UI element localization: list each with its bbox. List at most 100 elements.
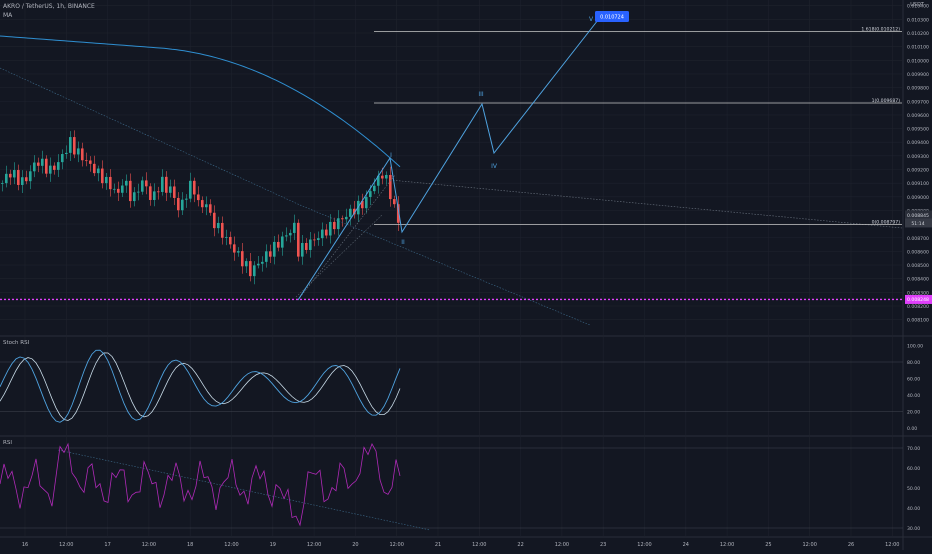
price-pane[interactable]: 1.618(0.010212)1(0.009687)0(0.008797) II… [0, 11, 903, 326]
time-tick-label: 25 [765, 542, 771, 548]
target-price-value: 0.010724 [600, 15, 624, 21]
candle-body [221, 222, 224, 238]
candle-body [109, 176, 112, 190]
candle-body [389, 174, 392, 200]
current-price-tag-text: 0.008845 [907, 213, 929, 219]
time-tick-label: 26 [848, 542, 854, 548]
stoch-tick-label: 80.00 [907, 360, 920, 366]
stoch-rsi-pane[interactable] [0, 349, 903, 423]
rsi-line [0, 442, 401, 527]
price-tick-label: 0.010200 [907, 31, 929, 37]
descending-trendline [299, 204, 591, 326]
fib-extension: 1.618(0.010212) 1(0.009687) 0(0.008797) [374, 26, 902, 226]
candle-body [189, 180, 192, 199]
wave-label-I: I [390, 152, 392, 159]
candlesticks [1, 130, 400, 285]
candle-body [177, 197, 180, 211]
candle-body [69, 137, 72, 153]
candle-body [5, 173, 8, 184]
candle-body [185, 198, 188, 200]
candle-body [13, 170, 16, 178]
time-tick-label: 18 [187, 542, 193, 548]
candle-body [85, 160, 88, 162]
candle-body [113, 188, 116, 190]
candle-body [121, 185, 124, 193]
price-axis[interactable]: 0.010400 0.010300 0.010200 0.010100 0.010000… [905, 4, 932, 532]
candle-body [265, 251, 268, 262]
candle-body [165, 176, 168, 193]
target-price-tag [595, 11, 629, 22]
indicator-ma-label[interactable]: MA [3, 12, 13, 19]
time-tick-label: 12:00 [720, 542, 734, 548]
price-tick-label: 0.008600 [907, 249, 929, 255]
wave-label-III: III [478, 91, 484, 98]
rsi-title[interactable]: RSI [3, 440, 12, 446]
candle-body [57, 162, 60, 170]
support-price-tag-text: 0.008248 [907, 297, 929, 303]
candle-body [93, 163, 96, 174]
symbol-title[interactable]: AKRO / TetherUS, 1h, BINANCE [3, 3, 95, 10]
candle-body [397, 204, 400, 223]
candle-body [297, 222, 300, 257]
candle-body [377, 175, 380, 186]
price-tick-label: 0.010400 [907, 4, 929, 10]
current-price-tag [905, 210, 932, 220]
wave-label-II: II [401, 239, 405, 246]
descending-trendline [0, 67, 301, 206]
time-tick-label: 12:00 [637, 542, 651, 548]
candle-body [393, 199, 396, 205]
price-tick-label: 0.010000 [907, 58, 929, 64]
price-tick-label: 0.009400 [907, 140, 929, 146]
candle-body [45, 158, 48, 174]
candle-body [73, 137, 76, 155]
candle-body [173, 186, 176, 198]
time-tick-label: 12:00 [224, 542, 238, 548]
rsi-pane[interactable] [0, 442, 903, 531]
candle-body [289, 232, 292, 236]
candle-body [253, 265, 256, 277]
price-tick-label: 0.008200 [907, 304, 929, 310]
candle-body [337, 218, 340, 230]
candle-body [317, 238, 320, 241]
price-tick-label: 0.010300 [907, 17, 929, 23]
candle-body [345, 216, 348, 220]
time-tick-label: 12:00 [472, 542, 486, 548]
candle-body [65, 152, 68, 155]
candle-body [161, 176, 164, 192]
candle-body [29, 171, 32, 182]
price-tick-label: 0.008700 [907, 236, 929, 242]
moving-average-line [0, 35, 401, 168]
fib-level-label: 1.618(0.010212) [861, 26, 900, 32]
trendlines [0, 67, 903, 326]
candle-body [1, 183, 4, 184]
candle-body [157, 191, 160, 193]
time-tick-label: 19 [270, 542, 276, 548]
time-tick-label: 12:00 [59, 542, 73, 548]
candle-body [313, 239, 316, 241]
candle-body [25, 177, 28, 182]
rsi-tick-label: 30.00 [907, 526, 920, 532]
time-tick-label: 17 [104, 542, 110, 548]
rsi-trendline [57, 449, 431, 531]
candle-body [245, 261, 248, 267]
candle-body [305, 242, 308, 250]
candle-body [349, 208, 352, 217]
stoch-tick-label: 0.00 [907, 426, 917, 432]
candle-body [169, 186, 172, 193]
candle-body [105, 176, 108, 184]
candle-body [213, 212, 216, 229]
candle-body [197, 194, 200, 201]
price-tick-label: 0.009000 [907, 195, 929, 201]
time-axis[interactable]: 16 12:00 17 12:00 18 12:00 19 12:00 20 12:00 21 12:… [22, 542, 900, 548]
candle-body [181, 199, 184, 211]
channel-trendline [297, 174, 396, 301]
currency-label: USDT [910, 2, 924, 8]
stoch-rsi-title[interactable]: Stoch RSI [3, 340, 30, 346]
candle-body [261, 261, 264, 264]
candle-body [333, 221, 336, 230]
candle-body [257, 263, 260, 266]
stoch-d-line [0, 352, 401, 421]
